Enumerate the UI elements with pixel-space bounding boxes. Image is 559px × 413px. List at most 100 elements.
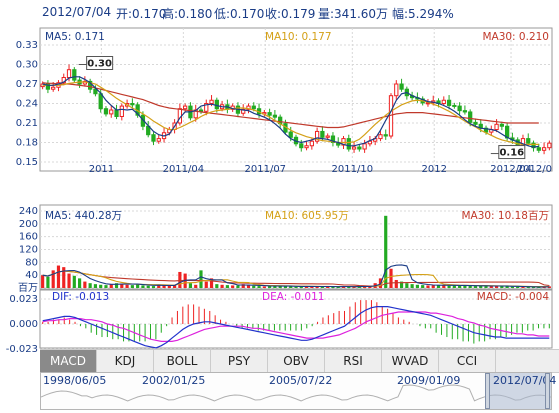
volume-bar xyxy=(93,284,98,288)
volume-y-tick: 120 xyxy=(19,245,38,256)
volume-ma30-line xyxy=(42,270,550,287)
volume-bar xyxy=(241,284,245,288)
volume-bar xyxy=(209,278,214,288)
volume-bar xyxy=(278,286,282,288)
tab-macd[interactable]: MACD xyxy=(40,350,97,372)
volume-y-tick: 百万 xyxy=(18,282,38,294)
macd-dea-line xyxy=(42,311,550,342)
candle-body xyxy=(156,138,161,142)
candle-body xyxy=(66,69,72,78)
macd-panel[interactable]: 0.023 0.000 -0.023 DIF: -0.013 DEA: -0.011 MA… xyxy=(6,289,553,355)
candle-body xyxy=(378,134,383,140)
candle-body xyxy=(547,142,552,149)
candle-body xyxy=(494,123,499,131)
volume-bar xyxy=(394,279,398,288)
candle-body xyxy=(114,109,119,117)
volume-bar xyxy=(188,283,193,288)
header-low: 低:0.170 xyxy=(214,7,265,21)
volume-bar xyxy=(246,285,251,288)
candle-body xyxy=(251,105,256,110)
price-x-tick: 2011/04 xyxy=(163,164,205,175)
volume-bar xyxy=(521,286,525,288)
volume-bar xyxy=(479,285,483,288)
tab-rsi[interactable]: RSI xyxy=(325,350,382,372)
volume-bar xyxy=(442,284,446,288)
price-panel-frame xyxy=(39,27,553,172)
candle-body xyxy=(473,121,478,125)
tab-kdj[interactable]: KDJ xyxy=(97,350,154,372)
price-y-tick: 0.21 xyxy=(16,118,38,129)
volume-bar xyxy=(83,281,87,288)
candle-body xyxy=(341,138,346,146)
navigator-left-handle[interactable] xyxy=(485,373,490,409)
candle-body xyxy=(462,110,468,113)
volume-bar xyxy=(252,285,256,288)
candle-body xyxy=(267,112,272,116)
volume-bar xyxy=(463,285,467,288)
volume-bar xyxy=(315,286,319,288)
volume-bar xyxy=(99,284,103,288)
volume-y-tick: 80 xyxy=(25,257,38,268)
volume-bar xyxy=(452,285,456,288)
volume-bar xyxy=(489,286,493,288)
volume-bar xyxy=(199,270,203,288)
tab-psy[interactable]: PSY xyxy=(211,350,268,372)
candle-body xyxy=(51,86,56,90)
tab-boll[interactable]: BOLL xyxy=(154,350,211,372)
volume-bar xyxy=(357,286,361,288)
volume-bar xyxy=(46,276,50,288)
candle-body xyxy=(272,114,278,118)
price-legend: MA30: 0.210 xyxy=(482,31,549,43)
volume-bar xyxy=(347,286,351,288)
volume-y-tick: 200 xyxy=(19,219,38,230)
candle-body xyxy=(198,109,204,112)
volume-bar xyxy=(431,285,435,288)
header-volume: 量:341.60万 xyxy=(318,7,389,21)
header-close: 收:0.179 xyxy=(265,7,316,21)
volume-bar xyxy=(109,284,113,288)
tab-cci[interactable]: CCI xyxy=(439,350,496,372)
volume-legend: MA30: 10.18百万 xyxy=(461,210,549,222)
volume-bar xyxy=(125,284,129,288)
volume-bar xyxy=(410,284,414,288)
volume-bar xyxy=(114,283,119,288)
price-annotation-box xyxy=(86,56,114,70)
header-open: 开:0.170 xyxy=(116,7,167,21)
tab-wvad[interactable]: WVAD xyxy=(382,350,439,372)
header-change: 幅:5.294% xyxy=(392,7,454,21)
volume-bar xyxy=(62,267,66,288)
macd-y-tick: 0.023 xyxy=(9,294,38,305)
candle-body xyxy=(346,138,351,150)
volume-bar xyxy=(320,286,324,288)
volume-bar xyxy=(236,285,240,288)
volume-bar xyxy=(421,285,425,288)
range-navigator[interactable]: 1998/06/05 2002/01/25 2005/07/22 2009/01… xyxy=(40,372,556,410)
volume-bar xyxy=(399,281,404,288)
candle-body xyxy=(98,93,103,110)
candle-body xyxy=(93,88,98,95)
volume-bar xyxy=(384,215,388,288)
tab-obv[interactable]: OBV xyxy=(268,350,325,372)
volume-bar xyxy=(468,285,472,288)
price-x-tick: 2011/10 xyxy=(332,164,374,175)
navigator-right-handle[interactable] xyxy=(545,373,550,409)
volume-bar xyxy=(336,286,340,288)
volume-bar xyxy=(120,283,124,288)
navigator-label-1: 2002/01/25 xyxy=(142,374,206,387)
volume-bar xyxy=(78,278,82,288)
price-ma10-line xyxy=(42,81,539,145)
volume-ma5-line xyxy=(42,264,550,288)
price-annotation-label: 0.30 xyxy=(87,59,112,70)
volume-bar xyxy=(500,286,504,288)
candle-body xyxy=(330,135,336,143)
price-panel[interactable]: 0.33 0.30 0.27 0.24 0.21 0.18 0.15 2011 2011/04 2… xyxy=(16,27,553,175)
candle-body xyxy=(452,104,457,107)
volume-bar xyxy=(146,285,150,288)
volume-y-tick: 160 xyxy=(19,232,38,243)
volume-bar xyxy=(363,286,367,288)
price-legend: MA5: 0.171 xyxy=(45,31,105,43)
candle-body xyxy=(536,147,541,151)
candle-body xyxy=(209,99,214,104)
macd-y-tick: -0.023 xyxy=(6,344,38,355)
